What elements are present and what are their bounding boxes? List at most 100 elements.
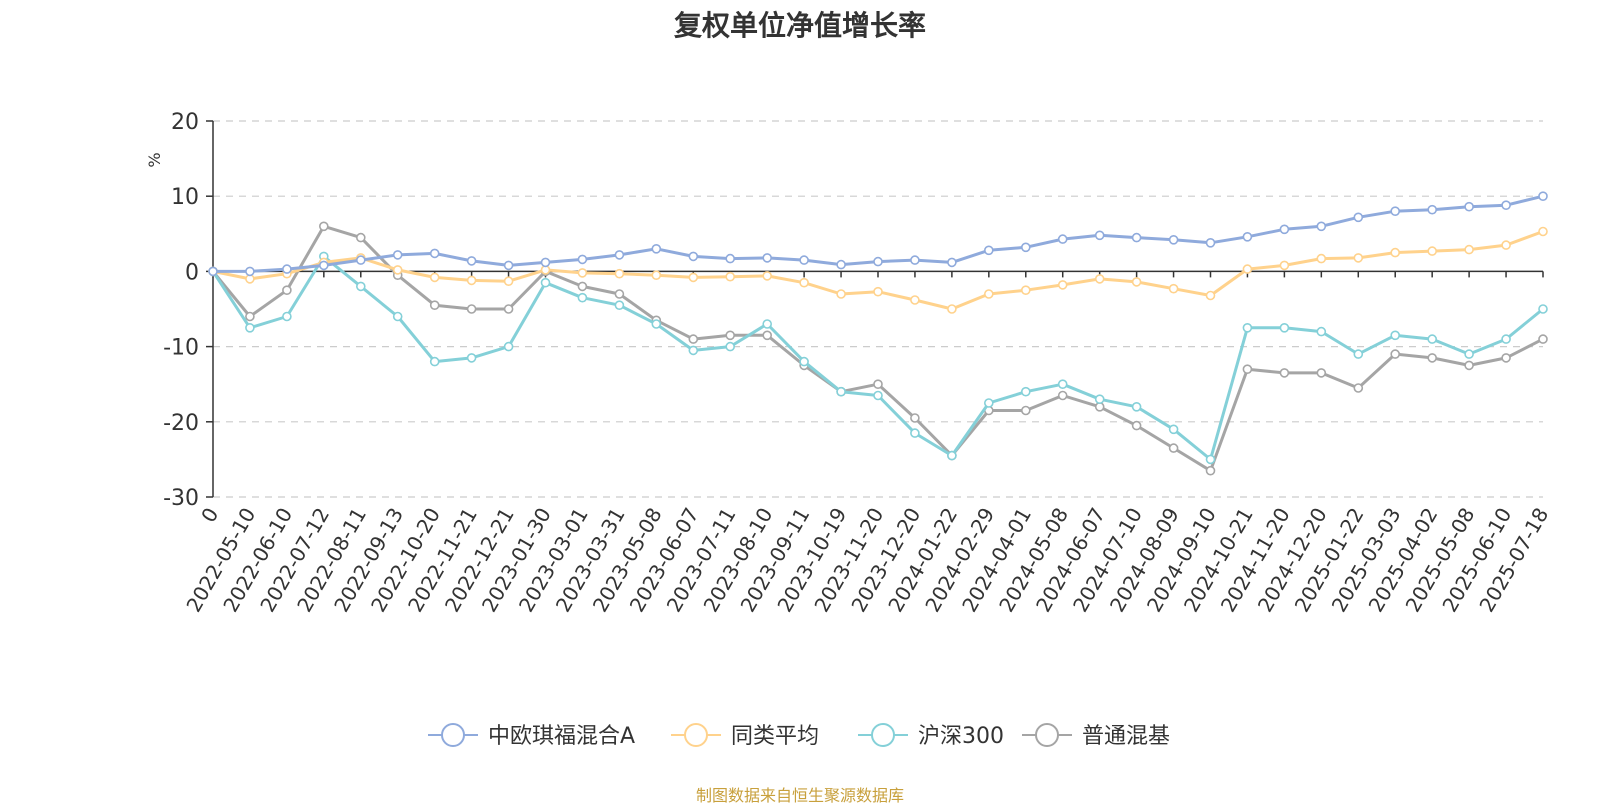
- data-point: [1538, 191, 1548, 201]
- data-point: [577, 281, 588, 292]
- data-point: [1168, 283, 1179, 294]
- data-point: [725, 330, 736, 341]
- x-tick-label: 0: [196, 504, 223, 527]
- data-point: [1390, 349, 1400, 359]
- data-point: [1168, 235, 1179, 245]
- data-point: [540, 277, 551, 288]
- data-point: [688, 345, 699, 356]
- legend-label: 同类平均: [731, 724, 819, 749]
- data-point: [1094, 230, 1105, 241]
- data-point: [1205, 454, 1216, 465]
- data-point: [392, 250, 403, 260]
- data-point: [1021, 386, 1031, 397]
- data-point: [1390, 247, 1400, 258]
- legend-label: 普通混基: [1082, 724, 1170, 749]
- data-point: [1316, 368, 1327, 378]
- data-point: [318, 221, 329, 232]
- data-point: [799, 255, 809, 265]
- data-point: [577, 254, 588, 265]
- data-point: [1205, 238, 1216, 248]
- data-point: [836, 259, 846, 270]
- data-point: [318, 260, 329, 271]
- series-lines: [208, 191, 1548, 476]
- series-0: [208, 191, 1548, 277]
- data-point: [1131, 232, 1142, 243]
- y-tick-label: 20: [171, 110, 199, 135]
- data-point: [1390, 330, 1400, 341]
- legend-item-0[interactable]: 中欧琪福混合A: [428, 723, 635, 749]
- data-point: [799, 356, 809, 367]
- legend-item-3[interactable]: 普通混基: [1022, 723, 1170, 749]
- data-point: [503, 260, 514, 271]
- data-point: [503, 341, 514, 352]
- data-point: [1242, 322, 1253, 333]
- data-source-note: 制图数据来自恒生聚源数据库: [695, 786, 904, 805]
- data-point: [910, 428, 920, 438]
- data-point: [466, 304, 477, 314]
- legend-item-1[interactable]: 同类平均: [671, 723, 819, 749]
- y-tick-label: -10: [163, 336, 199, 361]
- gridlines: [213, 120, 1543, 498]
- data-point: [614, 289, 625, 299]
- data-point: [836, 386, 846, 397]
- data-point: [614, 300, 625, 311]
- data-point: [1242, 364, 1253, 375]
- data-point: [1057, 379, 1068, 390]
- data-point: [1464, 349, 1474, 359]
- data-point: [1464, 201, 1474, 212]
- y-axis-label: %: [145, 152, 164, 167]
- data-point: [1316, 326, 1327, 337]
- data-point: [873, 286, 883, 297]
- data-point: [1501, 334, 1511, 344]
- data-point: [540, 257, 551, 268]
- data-point: [1279, 322, 1290, 333]
- legend[interactable]: 中欧琪福混合A 同类平均 沪深300 普通混基: [428, 723, 1170, 749]
- data-point: [245, 311, 255, 322]
- data-point: [245, 322, 255, 333]
- data-point: [1538, 304, 1548, 314]
- data-point: [910, 255, 920, 265]
- data-point: [208, 266, 218, 277]
- data-point: [1131, 277, 1142, 287]
- data-point: [429, 300, 440, 311]
- data-point: [1205, 465, 1216, 476]
- data-point: [1538, 226, 1548, 237]
- data-point: [947, 450, 957, 461]
- y-tick-label: -30: [163, 486, 199, 511]
- data-point: [429, 272, 440, 283]
- data-point: [983, 245, 994, 256]
- data-point: [688, 334, 699, 344]
- data-point: [466, 256, 477, 266]
- legend-label: 沪深300: [918, 724, 1004, 749]
- data-point: [614, 250, 625, 260]
- data-point: [1501, 200, 1511, 210]
- data-point: [1353, 349, 1364, 359]
- data-point: [1279, 368, 1290, 378]
- data-point: [429, 248, 440, 259]
- data-point: [1057, 390, 1068, 401]
- data-point: [282, 311, 292, 322]
- data-point: [1094, 274, 1105, 284]
- data-point: [1279, 260, 1290, 271]
- data-point: [1427, 353, 1437, 363]
- legend-item-2[interactable]: 沪深300: [858, 723, 1004, 749]
- series-1: [208, 226, 1548, 314]
- data-point: [577, 292, 588, 303]
- data-point: [836, 289, 846, 299]
- data-point: [577, 268, 588, 278]
- data-point: [392, 265, 403, 275]
- data-point: [1353, 383, 1364, 393]
- data-point: [1131, 401, 1142, 412]
- data-point: [429, 356, 440, 367]
- data-point: [355, 281, 366, 292]
- data-point: [355, 232, 366, 243]
- data-point: [947, 257, 957, 268]
- data-point: [1021, 285, 1031, 296]
- chart-title: 复权单位净值增长率: [673, 9, 926, 42]
- data-point: [1353, 253, 1364, 263]
- data-point: [282, 264, 292, 274]
- data-point: [910, 413, 920, 423]
- data-point: [1390, 206, 1400, 216]
- data-point: [245, 266, 255, 277]
- data-point: [1464, 360, 1474, 371]
